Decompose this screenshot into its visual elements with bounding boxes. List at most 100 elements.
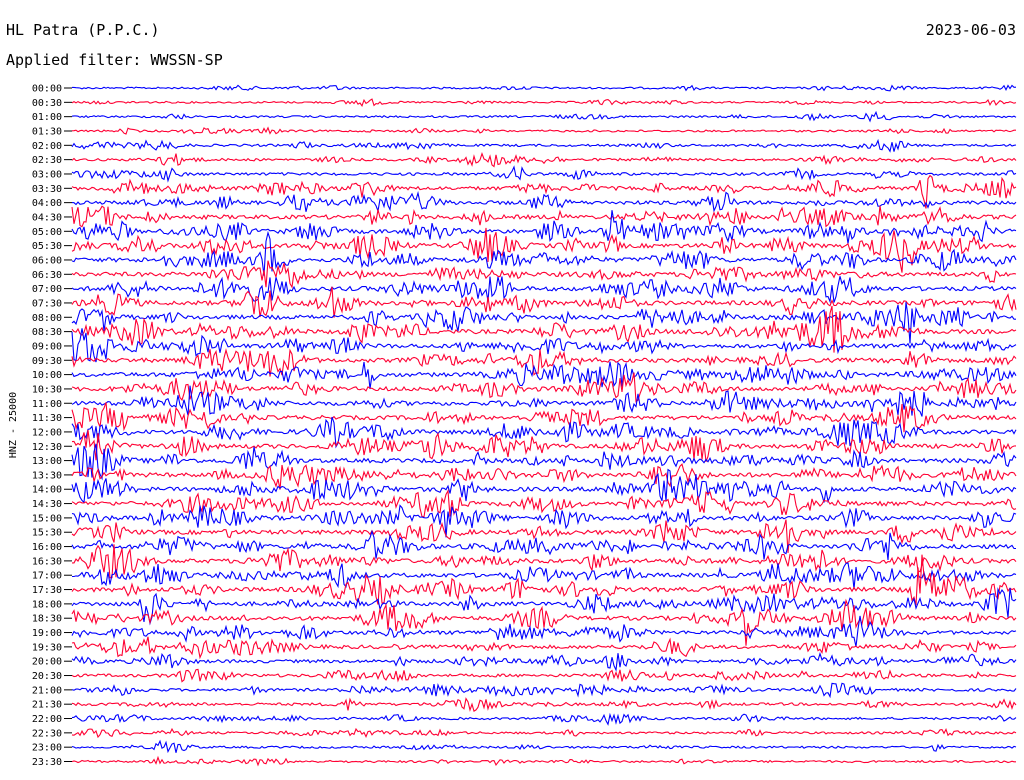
time-tick-label: 06:30 — [32, 270, 62, 281]
time-tick-label: 04:30 — [32, 212, 62, 223]
trace-1600 — [71, 529, 1016, 561]
time-tick-label: 13:00 — [32, 456, 62, 467]
trace-1630 — [72, 544, 1017, 579]
time-tick-group: 00:00 00:30 01:00 01:30 02:00 02:30 03:00 03:30… — [32, 84, 72, 768]
time-tick-label: 01:30 — [32, 126, 62, 137]
trace-1830 — [71, 598, 1017, 646]
trace-1700 — [72, 562, 1017, 590]
trace-0130 — [71, 126, 1016, 135]
trace-1100 — [71, 385, 1017, 417]
time-tick-label: 15:00 — [32, 513, 62, 524]
time-tick-label: 05:30 — [32, 241, 62, 252]
time-tick-label: 23:00 — [32, 743, 62, 754]
trace-0200 — [71, 138, 1017, 153]
trace-1300 — [71, 443, 1017, 481]
time-tick-label: 01:00 — [32, 112, 62, 123]
time-tick-label: 19:00 — [32, 628, 62, 639]
trace-1530 — [71, 519, 1017, 553]
trace-0800 — [71, 302, 1016, 344]
time-tick-label: 23:30 — [32, 757, 62, 768]
trace-0600 — [71, 230, 1017, 276]
trace-2130 — [71, 697, 1017, 712]
trace-0300 — [71, 165, 1017, 183]
time-tick-label: 20:00 — [32, 657, 62, 668]
y-axis-label: HNZ - 25000 — [8, 392, 19, 458]
trace-2000 — [71, 651, 1017, 672]
trace-0900 — [71, 328, 1017, 363]
time-tick-label: 02:30 — [32, 155, 62, 166]
trace-2030 — [71, 668, 1017, 683]
time-tick-label: 02:00 — [32, 141, 62, 152]
time-tick-label: 09:00 — [32, 341, 62, 352]
time-tick-label: 00:30 — [32, 98, 62, 109]
time-tick-label: 21:00 — [32, 685, 62, 696]
trace-1900 — [71, 615, 1017, 647]
time-tick-label: 05:00 — [32, 227, 62, 238]
time-tick-label: 12:30 — [32, 442, 62, 453]
time-tick-label: 15:30 — [32, 528, 62, 539]
time-tick-label: 07:30 — [32, 298, 62, 309]
time-tick-label: 11:30 — [32, 413, 62, 424]
time-tick-label: 22:00 — [32, 714, 62, 725]
time-tick-label: 22:30 — [32, 728, 62, 739]
time-tick-label: 08:00 — [32, 313, 62, 324]
time-tick-label: 09:30 — [32, 356, 62, 367]
time-tick-label: 03:00 — [32, 169, 62, 180]
time-tick-label: 20:30 — [32, 671, 62, 682]
time-tick-label: 07:00 — [32, 284, 62, 295]
trace-2300 — [71, 739, 1017, 754]
station-title: HL Patra (P.P.C.) — [6, 21, 160, 39]
time-tick-label: 08:30 — [32, 327, 62, 338]
time-tick-label: 03:30 — [32, 184, 62, 195]
trace-1330 — [71, 463, 1017, 490]
time-tick-label: 12:00 — [32, 427, 62, 438]
trace-1230 — [71, 429, 1017, 462]
trace-2230 — [71, 727, 1017, 739]
trace-2200 — [71, 712, 1017, 726]
trace-0930 — [71, 348, 1017, 377]
trace-0330 — [71, 174, 1017, 209]
trace-0400 — [71, 190, 1017, 214]
time-tick-label: 14:00 — [32, 485, 62, 496]
trace-1730 — [71, 554, 1017, 606]
trace-1800 — [71, 587, 1017, 626]
time-tick-label: 13:30 — [32, 470, 62, 481]
trace-0100 — [71, 110, 1017, 123]
time-tick-label: 18:00 — [32, 599, 62, 610]
time-tick-label: 16:30 — [32, 556, 62, 567]
trace-0630 — [71, 260, 1017, 289]
trace-0000 — [72, 84, 1017, 92]
trace-1130 — [71, 402, 1017, 433]
trace-group — [71, 84, 1017, 767]
trace-0230 — [71, 152, 1017, 168]
trace-1930 — [71, 636, 1017, 660]
time-tick-label: 17:30 — [32, 585, 62, 596]
filter-label: Applied filter: WWSSN-SP — [6, 51, 223, 69]
trace-0430 — [71, 205, 1017, 228]
time-tick-label: 06:00 — [32, 255, 62, 266]
date-label: 2023-06-03 — [925, 21, 1016, 39]
trace-1430 — [71, 489, 1017, 518]
time-tick-label: 21:30 — [32, 700, 62, 711]
trace-1000 — [71, 361, 1017, 390]
trace-0700 — [71, 276, 1017, 304]
time-tick-label: 11:00 — [32, 399, 62, 410]
time-tick-label: 14:30 — [32, 499, 62, 510]
trace-1030 — [71, 372, 1017, 403]
time-tick-label: 16:00 — [32, 542, 62, 553]
time-tick-label: 17:00 — [32, 571, 62, 582]
time-tick-label: 18:30 — [32, 614, 62, 625]
trace-2100 — [71, 682, 1017, 699]
time-tick-label: 00:00 — [32, 84, 62, 95]
trace-0500 — [71, 210, 1017, 244]
trace-1400 — [71, 468, 1017, 504]
time-tick-label: 04:00 — [32, 198, 62, 209]
time-tick-label: 10:00 — [32, 370, 62, 381]
trace-0730 — [71, 286, 1017, 318]
trace-1500 — [71, 504, 1017, 538]
time-tick-label: 10:30 — [32, 384, 62, 395]
trace-2330 — [71, 755, 1016, 767]
trace-1200 — [71, 416, 1017, 449]
trace-0830 — [71, 305, 1017, 353]
